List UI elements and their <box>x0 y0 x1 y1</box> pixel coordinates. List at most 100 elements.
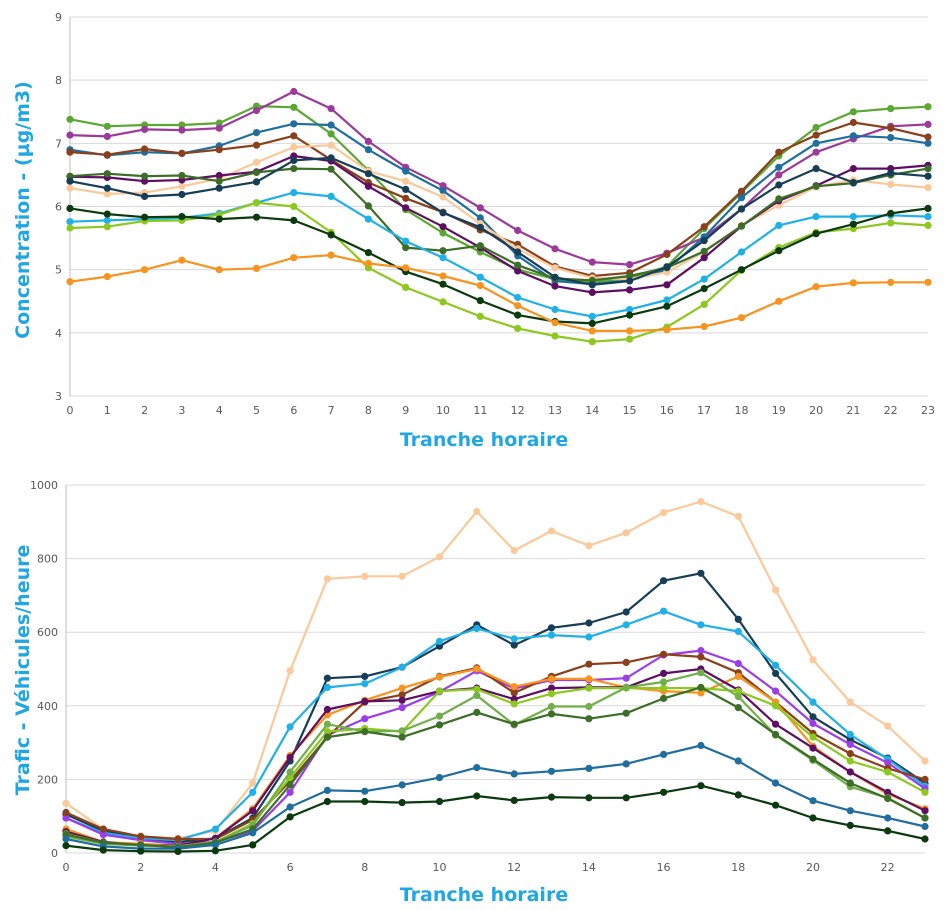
series-7 <box>62 665 929 850</box>
data-point <box>514 324 522 332</box>
data-point <box>585 684 593 692</box>
data-point <box>290 132 298 140</box>
data-point <box>398 691 406 699</box>
data-point <box>585 715 593 723</box>
data-point <box>402 244 410 252</box>
series-12 <box>66 251 932 335</box>
data-point <box>178 126 186 134</box>
data-point <box>364 202 372 210</box>
data-point <box>775 195 783 203</box>
data-point <box>884 722 892 730</box>
data-point <box>700 275 708 283</box>
data-point <box>211 825 219 833</box>
data-point <box>103 184 111 192</box>
x-tick-label: 0 <box>63 861 70 874</box>
data-point <box>588 281 596 289</box>
data-point <box>585 542 593 550</box>
traffic-chart: 0 200 400 600 800 1000 0 2 4 6 8 10 12 14 16 18 20 22 Tr… <box>12 479 929 906</box>
data-point <box>103 273 111 281</box>
data-point <box>737 314 746 322</box>
data-point <box>588 338 596 346</box>
data-point <box>476 312 484 320</box>
series-2 <box>62 569 929 846</box>
data-point <box>697 741 705 750</box>
data-point <box>626 327 634 335</box>
data-point <box>514 226 522 235</box>
x-tick-label: 10 <box>436 404 450 417</box>
x-tick-label: 6 <box>287 861 294 874</box>
data-point <box>547 631 556 639</box>
data-point <box>585 619 593 627</box>
data-point <box>215 171 223 180</box>
data-point <box>103 223 111 231</box>
data-point <box>66 204 74 212</box>
data-point <box>211 847 219 855</box>
data-point <box>290 103 298 111</box>
data-point <box>547 624 556 632</box>
data-point <box>924 103 932 111</box>
series-11 <box>62 741 929 853</box>
data-point <box>323 674 331 682</box>
data-point <box>660 607 668 615</box>
data-point <box>249 779 257 787</box>
data-point <box>921 822 929 831</box>
data-point <box>62 814 70 822</box>
data-point <box>772 730 780 739</box>
series-8 <box>66 154 932 289</box>
data-point <box>775 181 783 189</box>
data-point <box>323 786 331 794</box>
data-point <box>547 684 556 692</box>
data-point <box>547 675 556 683</box>
data-point <box>435 687 444 695</box>
data-point <box>327 251 335 259</box>
series-line <box>69 104 929 284</box>
y-tick-label: 8 <box>55 74 62 87</box>
data-point <box>435 721 444 729</box>
data-point <box>174 835 182 843</box>
series-9 <box>66 189 932 320</box>
data-point <box>364 215 372 223</box>
data-point <box>178 171 186 180</box>
data-point <box>924 221 932 229</box>
bottom-gridlines <box>65 484 925 854</box>
data-point <box>660 788 668 796</box>
data-point <box>103 190 111 198</box>
data-point <box>734 757 742 765</box>
data-point <box>737 205 746 213</box>
top-x-tick-labels: 0 1 2 3 4 5 6 7 8 9 10 11 12 13 14 15 16 17 18 19 20 21 22 23 <box>67 404 936 417</box>
y-tick-label: 3 <box>55 390 62 403</box>
data-point <box>215 124 223 132</box>
x-tick-label: 15 <box>623 404 637 417</box>
data-point <box>775 148 783 156</box>
x-tick-label: 19 <box>772 404 786 417</box>
data-point <box>772 779 780 787</box>
data-point <box>439 209 447 217</box>
data-point <box>514 311 522 319</box>
series-line <box>65 744 926 850</box>
data-point <box>924 278 932 286</box>
data-point <box>286 788 294 796</box>
data-point <box>402 283 410 291</box>
data-point <box>660 650 668 658</box>
data-point <box>812 131 820 139</box>
data-point <box>809 719 817 728</box>
data-point <box>921 835 929 843</box>
x-tick-label: 16 <box>660 404 674 417</box>
data-point <box>734 693 742 701</box>
data-point <box>439 298 447 306</box>
data-point <box>772 661 780 669</box>
data-point <box>66 177 74 185</box>
data-point <box>510 641 518 649</box>
data-point <box>327 192 335 200</box>
data-point <box>141 266 149 274</box>
data-point <box>252 141 261 149</box>
data-point <box>215 177 223 185</box>
data-point <box>846 768 854 776</box>
data-point <box>660 684 668 692</box>
data-point <box>697 683 705 691</box>
x-tick-label: 21 <box>846 404 860 417</box>
data-point <box>588 288 596 296</box>
data-point <box>290 165 298 173</box>
data-point <box>626 335 634 343</box>
data-point <box>772 687 780 695</box>
